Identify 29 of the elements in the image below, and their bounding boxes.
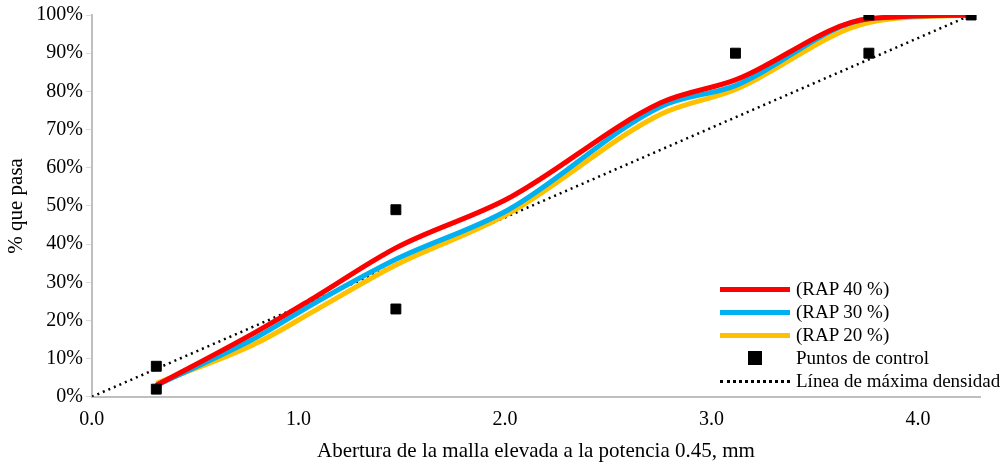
y-tick-label: 90% <box>46 40 83 63</box>
x-tick-label: 2.0 <box>492 407 518 430</box>
y-tick-label: 0% <box>56 384 83 407</box>
y-tick-label: 100% <box>36 2 83 25</box>
point <box>390 204 402 216</box>
point <box>863 47 875 59</box>
x-tick-label: 1.0 <box>285 407 311 430</box>
y-tick-label: 80% <box>46 78 83 101</box>
y-tick-label: 10% <box>46 345 83 368</box>
y-tick-label: 20% <box>46 307 83 330</box>
y-tick-label: 30% <box>46 269 83 292</box>
y-tick-label: 40% <box>46 231 83 254</box>
x-tick-label: 4.0 <box>905 407 931 430</box>
legend-label: (RAP 40 %) <box>796 278 890 301</box>
legend-label: Puntos de control <box>796 347 929 370</box>
x-axis-title: Abertura de la malla elevada a la potencia 0.45, mm <box>316 437 755 462</box>
point <box>730 47 741 59</box>
legend-label: (RAP 30 %) <box>796 301 890 324</box>
point <box>150 383 162 395</box>
y-tick-label: 70% <box>46 116 83 139</box>
legend-label: (RAP 20 %) <box>796 324 890 347</box>
y-tick-label: 50% <box>46 193 83 216</box>
point <box>390 303 402 315</box>
point <box>150 360 162 372</box>
y-axis-title: % que pasa <box>3 157 28 254</box>
y-tick-label: 60% <box>46 154 83 177</box>
x-tick-label: 3.0 <box>698 407 724 430</box>
legend-label: Línea de máxima densidad <box>796 370 1001 393</box>
x-tick-label: 0.0 <box>79 407 105 430</box>
